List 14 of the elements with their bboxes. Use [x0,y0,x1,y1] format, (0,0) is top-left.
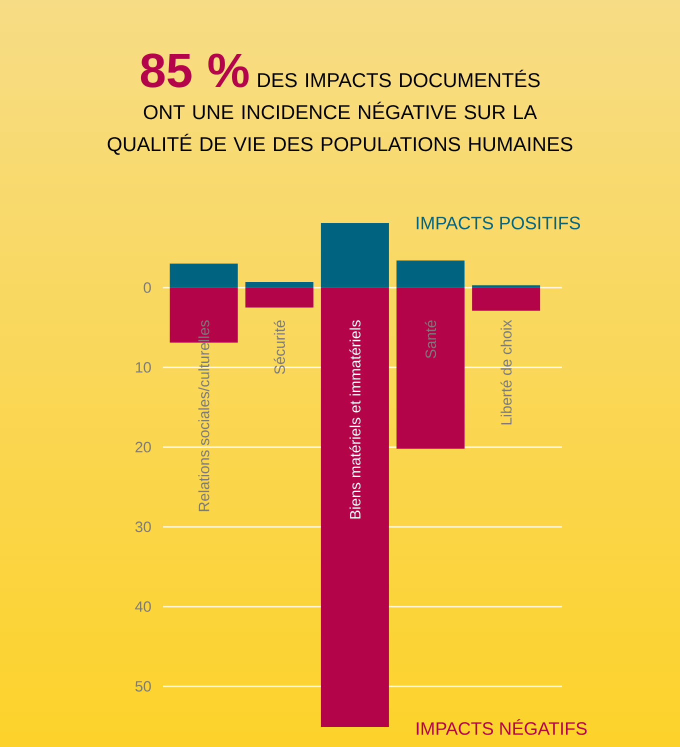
x-tick-label: Liberté de choix [500,320,512,424]
series-label: IMPACTS POSITIFS [416,216,580,230]
y-tick-label: 30 [135,522,151,532]
x-tick-label: Sécurité [274,320,285,374]
x-tick-label: Relations sociales/culturelles [198,320,210,512]
series-label: IMPACTS NÉGATIFS [416,719,587,735]
y-tick-label: 40 [135,601,151,612]
chart-title: 85 % [140,54,249,88]
y-tick-label: 10 [136,362,151,373]
y-tick-label: 0 [144,282,151,293]
x-tick-label: Santé [424,320,436,358]
x-tick-label: Biens matériels et immatériels [349,320,361,519]
y-tick-label: 20 [136,442,151,452]
y-tick-label: 50 [135,681,151,692]
